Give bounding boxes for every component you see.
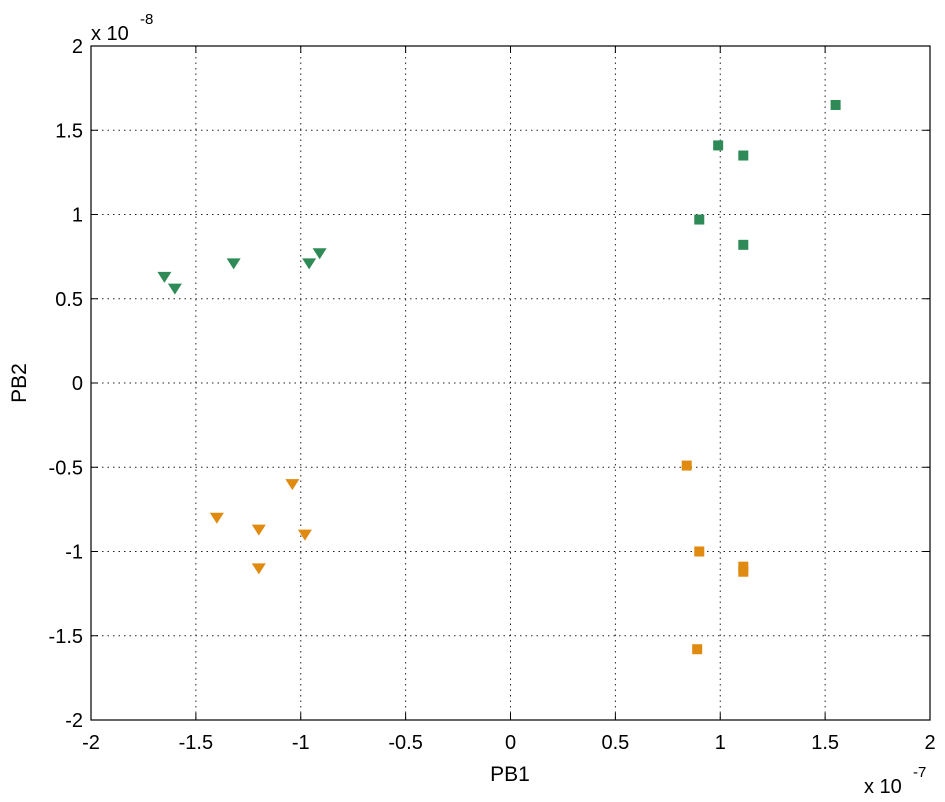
x-tick-label: 0.5 — [601, 732, 629, 754]
x-tick-label: 1 — [715, 732, 726, 754]
grid-lines — [91, 46, 930, 720]
triangle-point — [285, 479, 300, 491]
x-exponent-prefix: x 10 — [864, 776, 902, 798]
square-point — [713, 140, 724, 151]
triangle-point — [302, 258, 317, 270]
x-exponent-power: -7 — [913, 764, 926, 781]
triangle-point — [312, 248, 327, 260]
y-tick-label: 0.5 — [55, 289, 83, 311]
square-point — [681, 460, 692, 471]
y-tick-label: -0.5 — [49, 457, 83, 479]
triangle-point — [209, 512, 224, 524]
y-tick-label: 0 — [72, 373, 83, 395]
x-tick-label: 0 — [505, 732, 516, 754]
square-point — [738, 239, 749, 250]
y-tick-label: -1 — [65, 542, 83, 564]
square-point — [694, 546, 705, 557]
x-tick-label: -2 — [82, 732, 100, 754]
triangle-point — [251, 524, 266, 536]
triangle-point — [297, 529, 312, 541]
y-tick-label: 1.5 — [55, 120, 83, 142]
triangle-point — [251, 563, 266, 575]
x-tick-label: -1 — [292, 732, 310, 754]
square-point — [738, 561, 749, 572]
y-exponent-power: -8 — [140, 11, 153, 28]
x-axis-label: PB1 — [490, 763, 530, 786]
triangle-point — [157, 271, 172, 283]
y-tick-label: 1 — [72, 205, 83, 227]
square-point — [738, 150, 749, 161]
square-point — [692, 644, 703, 655]
triangle-point — [226, 258, 241, 270]
y-exponent-prefix: x 10 — [91, 23, 129, 45]
x-tick-label: 1.5 — [811, 732, 839, 754]
y-tick-label: -2 — [65, 710, 83, 732]
axis-ticks: -2 -1.5 -1 -0.5 0 0.5 1 1.5 2 -2 -1.5 -1 -0.5 0 0.5 1 1.… — [49, 36, 936, 754]
square-point — [830, 99, 841, 110]
square-point — [738, 566, 749, 577]
y-axis-label: PB2 — [8, 363, 31, 403]
x-tick-label: -0.5 — [388, 732, 422, 754]
y-tick-label: -1.5 — [49, 626, 83, 648]
y-tick-label: 2 — [72, 36, 83, 58]
data-points — [157, 99, 841, 655]
triangle-point — [167, 283, 182, 295]
x-tick-label: 2 — [924, 732, 935, 754]
x-tick-label: -1.5 — [179, 732, 213, 754]
square-point — [694, 214, 705, 225]
